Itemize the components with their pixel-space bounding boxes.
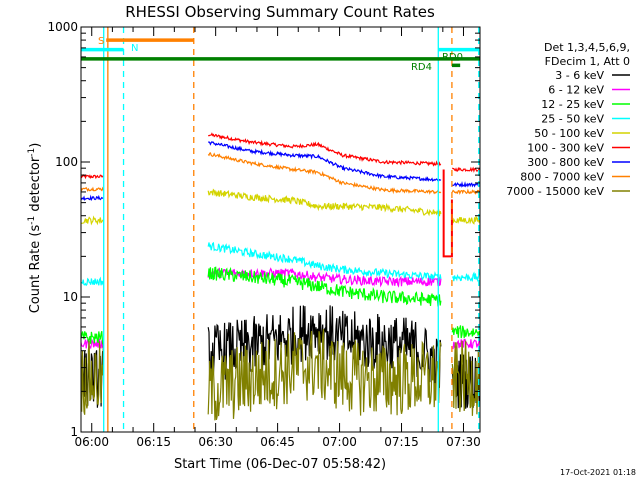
state-bar-label: N bbox=[131, 43, 138, 54]
legend-label: 25 - 50 keV bbox=[541, 113, 604, 126]
x-tick-label: 06:45 bbox=[260, 435, 295, 449]
series-line bbox=[81, 188, 480, 226]
x-tick-label: 07:00 bbox=[322, 435, 357, 449]
y-axis-label: Count Rate (s-1 detector-1) bbox=[27, 143, 43, 314]
y-tick-label: 1 bbox=[70, 425, 78, 439]
x-tick-label: 07:30 bbox=[446, 435, 481, 449]
axes: 1 10 100 1000 06:00 06:15 06:30 06:45 07:00 07:15… bbox=[47, 20, 480, 449]
legend-label: 3 - 6 keV bbox=[555, 69, 604, 82]
y-tick-label: 10 bbox=[63, 290, 78, 304]
y-axis-label-main: Count Rate (s bbox=[28, 225, 43, 314]
series-12-25-kev-kev bbox=[81, 266, 480, 345]
y-axis-label-sup2: -1 bbox=[27, 148, 37, 157]
footer-timestamp: 17-Oct-2021 01:18 bbox=[560, 468, 636, 477]
y-axis-label-sup1: -1 bbox=[27, 216, 37, 225]
legend-label: 50 - 100 keV bbox=[534, 127, 604, 140]
legend-label: 300 - 800 keV bbox=[527, 156, 604, 169]
plot-frame bbox=[80, 26, 481, 433]
state-bar-label: S bbox=[98, 36, 104, 47]
series-25-50-kev-kev bbox=[81, 241, 480, 287]
legend-label: 6 - 12 keV bbox=[548, 84, 604, 97]
series-300-800-kev-kev bbox=[81, 140, 480, 202]
y-tick-label: 100 bbox=[55, 155, 78, 169]
state-bar-label: RD0 bbox=[442, 52, 463, 63]
x-tick-label: 06:00 bbox=[74, 435, 109, 449]
y-axis-label-end: ) bbox=[28, 143, 43, 148]
x-tick-label: 06:30 bbox=[198, 435, 233, 449]
legend-label: 12 - 25 keV bbox=[541, 98, 604, 111]
state-bars: S N RD0 RD4 bbox=[81, 27, 480, 432]
series-line bbox=[81, 152, 480, 196]
series-50-100-kev-kev bbox=[81, 188, 480, 226]
series-line bbox=[81, 266, 480, 345]
legend-entry: 12 - 25 keV bbox=[541, 98, 630, 111]
x-axis-label: Start Time (06-Dec-07 05:58:42) bbox=[174, 457, 386, 472]
legend-header-line-1: Det 1,3,4,5,6,9, bbox=[544, 41, 630, 54]
legend-entry: 100 - 300 keV bbox=[527, 142, 630, 155]
x-tick-label: 06:15 bbox=[136, 435, 171, 449]
state-bar-label: RD4 bbox=[411, 62, 432, 73]
y-tick-label: 1000 bbox=[47, 20, 78, 34]
legend-entry: 50 - 100 keV bbox=[534, 127, 630, 140]
legend-entry: 300 - 800 keV bbox=[527, 156, 630, 169]
series-line bbox=[81, 329, 480, 421]
y-axis-label-mid: detector bbox=[28, 156, 43, 216]
legend-label: 800 - 7000 keV bbox=[520, 171, 604, 184]
series-800-7000-kev-kev bbox=[81, 152, 480, 196]
x-tick-label: 07:15 bbox=[384, 435, 419, 449]
series-line bbox=[81, 132, 480, 180]
legend-label: 7000 - 15000 keV bbox=[506, 185, 604, 198]
series-line bbox=[81, 241, 480, 287]
legend-entry: 6 - 12 keV bbox=[548, 84, 630, 97]
legend-header-line-2: FDecim 1, Att 0 bbox=[545, 55, 630, 68]
chart-title: RHESSI Observing Summary Count Rates bbox=[125, 3, 435, 21]
series-line bbox=[81, 140, 480, 202]
legend-entry: 3 - 6 keV bbox=[555, 69, 630, 82]
legend-label: 100 - 300 keV bbox=[527, 142, 604, 155]
legend-entry: 800 - 7000 keV bbox=[520, 171, 630, 184]
legend-entry: 7000 - 15000 keV bbox=[506, 185, 630, 198]
legend-entry: 25 - 50 keV bbox=[541, 113, 630, 126]
plot-content bbox=[81, 132, 480, 421]
series-100-300-kev-kev bbox=[81, 132, 480, 180]
legend: Det 1,3,4,5,6,9, FDecim 1, Att 0 3 - 6 k… bbox=[506, 41, 630, 198]
series-7000-15000-kev-kev bbox=[81, 329, 480, 421]
